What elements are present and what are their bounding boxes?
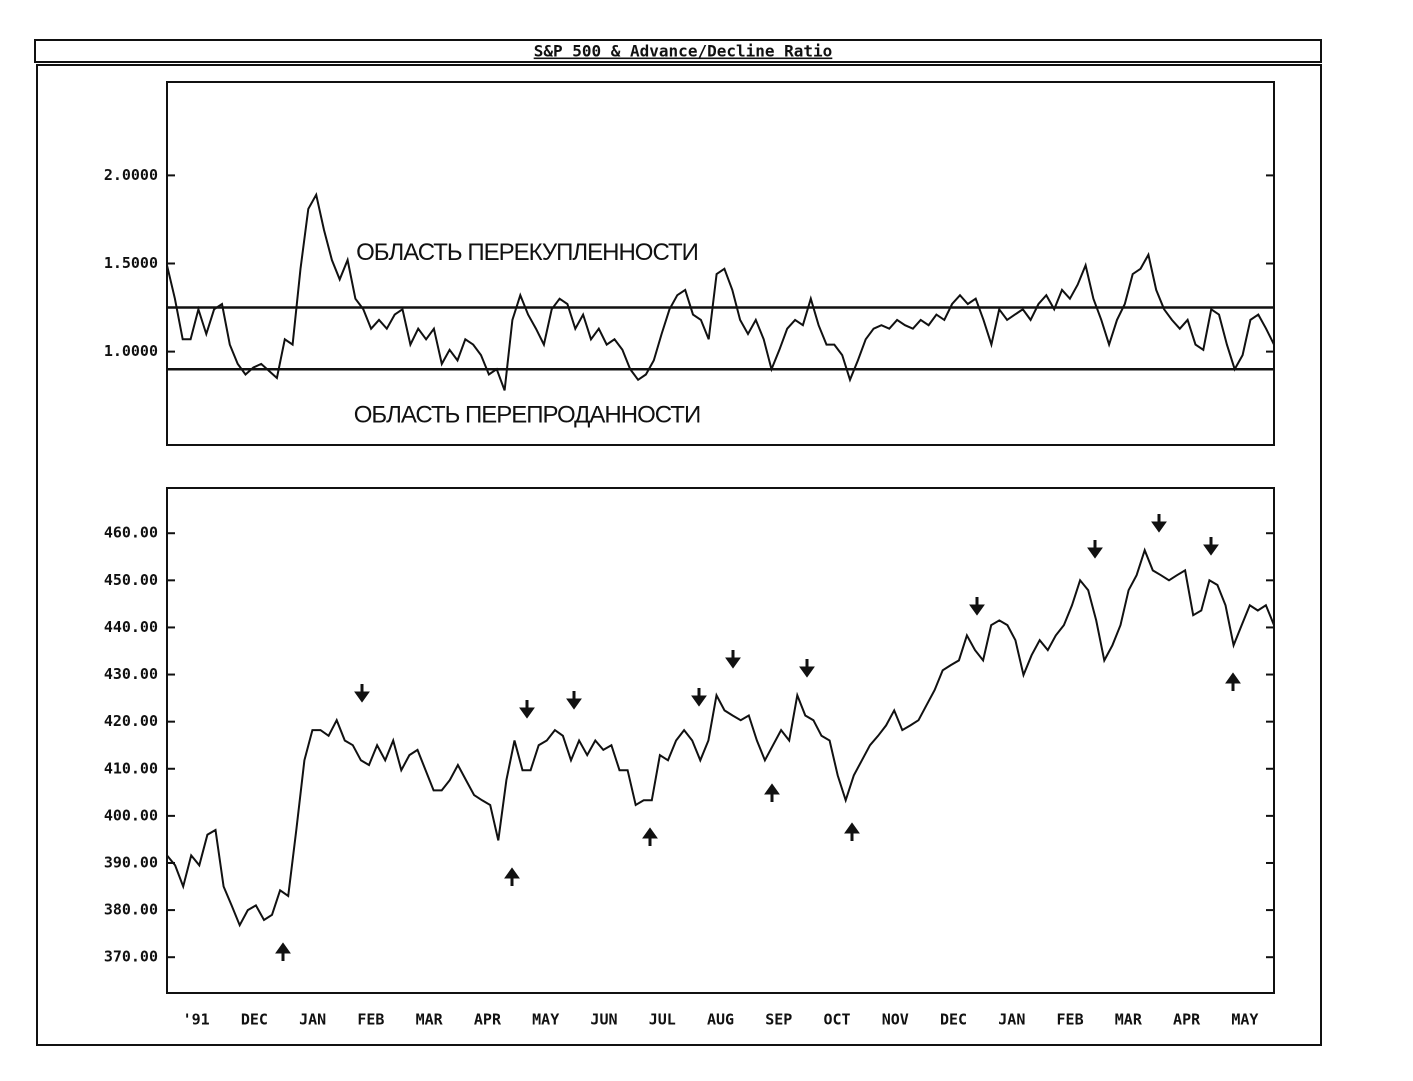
x-tick-label: MAR bbox=[416, 1011, 444, 1029]
annotation: ОБЛАСТЬ ПЕРЕКУПЛЕННОСТИ bbox=[356, 239, 698, 266]
up-arrow bbox=[642, 827, 658, 846]
x-tick-label: JUL bbox=[649, 1011, 676, 1029]
x-tick-label: SEP bbox=[765, 1011, 792, 1029]
up-arrow bbox=[1225, 672, 1241, 691]
y-tick-label: 400.00 bbox=[104, 806, 158, 824]
data-line bbox=[166, 547, 1275, 928]
down-arrow bbox=[725, 650, 741, 669]
x-tick-label: MAR bbox=[1115, 1011, 1143, 1029]
x-tick-label: FEB bbox=[357, 1011, 384, 1029]
up-arrow bbox=[844, 822, 860, 841]
down-arrow bbox=[691, 688, 707, 707]
up-arrow bbox=[275, 942, 291, 961]
x-tick-label: DEC bbox=[241, 1011, 268, 1029]
x-tick-label: FEB bbox=[1057, 1011, 1084, 1029]
down-arrow bbox=[969, 597, 985, 616]
y-tick-label: 380.00 bbox=[104, 901, 158, 919]
x-tick-label: APR bbox=[1173, 1011, 1201, 1029]
y-tick-label: 440.00 bbox=[104, 618, 158, 636]
y-tick-label: 460.00 bbox=[104, 524, 158, 542]
down-arrow bbox=[1151, 514, 1167, 533]
x-tick-label: MAY bbox=[532, 1011, 559, 1029]
x-tick-label: DEC bbox=[940, 1011, 967, 1029]
x-tick-label: NOV bbox=[882, 1011, 909, 1029]
x-tick-label: JAN bbox=[998, 1011, 1025, 1029]
annotation: ОБЛАСТЬ ПЕРЕПРОДАННОСТИ bbox=[354, 402, 700, 429]
down-arrow bbox=[799, 659, 815, 678]
down-arrow bbox=[1087, 540, 1103, 559]
title-bar bbox=[34, 39, 1322, 63]
window-title: S&P 500 & Advance/Decline Ratio bbox=[534, 42, 833, 61]
data-line bbox=[166, 192, 1275, 391]
window-frame bbox=[36, 64, 1322, 1046]
y-tick-label: 430.00 bbox=[104, 665, 158, 683]
y-tick-label: 420.00 bbox=[104, 712, 158, 730]
x-tick-label: AUG bbox=[707, 1011, 734, 1029]
y-tick-label: 450.00 bbox=[104, 571, 158, 589]
down-arrow bbox=[519, 700, 535, 719]
x-tick-label: '91 bbox=[183, 1011, 210, 1029]
bottom-panel bbox=[166, 487, 1275, 994]
down-arrow bbox=[354, 684, 370, 703]
up-arrow bbox=[504, 867, 520, 886]
x-tick-label: JAN bbox=[299, 1011, 326, 1029]
y-tick-label: 370.00 bbox=[104, 948, 158, 966]
signal-arrows bbox=[275, 514, 1241, 961]
x-tick-label: APR bbox=[474, 1011, 502, 1029]
down-arrow bbox=[566, 691, 582, 710]
y-tick-label: 2.0000 bbox=[104, 166, 158, 184]
y-tick-label: 390.00 bbox=[104, 853, 158, 871]
y-tick-label: 1.5000 bbox=[104, 254, 158, 272]
x-tick-label: MAY bbox=[1231, 1011, 1258, 1029]
up-arrow bbox=[764, 783, 780, 802]
y-tick-label: 1.0000 bbox=[104, 342, 158, 360]
x-tick-label: OCT bbox=[823, 1011, 850, 1029]
down-arrow bbox=[1203, 537, 1219, 556]
x-tick-label: JUN bbox=[590, 1011, 617, 1029]
y-tick-label: 410.00 bbox=[104, 759, 158, 777]
